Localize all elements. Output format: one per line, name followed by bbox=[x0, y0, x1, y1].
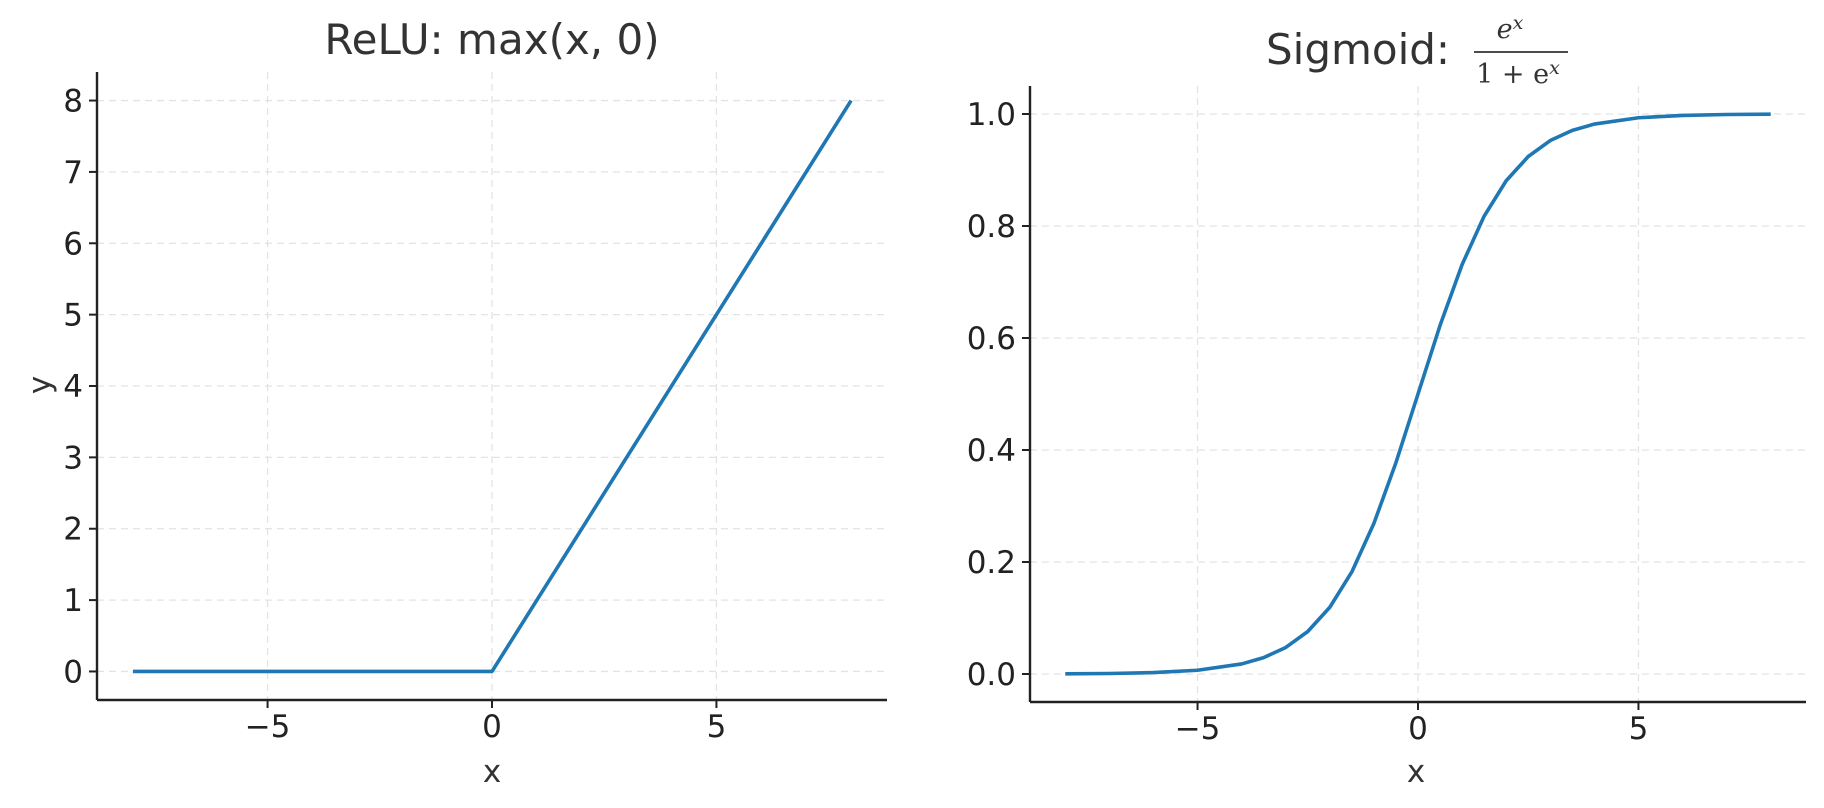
x-tick-label: 0 bbox=[482, 709, 502, 745]
y-tick-label: 5 bbox=[63, 298, 83, 334]
series-line bbox=[1065, 112, 1771, 676]
sigmoid-panel: −5 0 5 0.0 0.2 0.4 0.6 0.8 1.0 Sigmoid: ex 1 + … bbox=[967, 12, 1806, 790]
sigmoid-chart-title: Sigmoid: ex 1 + ex bbox=[1266, 12, 1568, 90]
sigmoid-x-axis-label: x bbox=[1407, 754, 1425, 790]
x-tick-label: −5 bbox=[1175, 711, 1221, 747]
sigmoid-x-ticks: −5 0 5 bbox=[1175, 702, 1649, 747]
relu-panel: −5 0 5 0 1 2 3 4 5 6 7 8 ReLU: max(x, 0) x y bbox=[22, 15, 887, 790]
sigmoid-title-formula: ex 1 + ex bbox=[1474, 12, 1568, 90]
relu-x-ticks: −5 0 5 bbox=[245, 700, 727, 745]
y-tick-label: 0.2 bbox=[967, 545, 1016, 581]
sigmoid-y-ticks: 0.0 0.2 0.4 0.6 0.8 1.0 bbox=[967, 97, 1030, 693]
relu-x-axis-label: x bbox=[483, 754, 501, 790]
x-tick-label: 5 bbox=[707, 709, 727, 745]
sigmoid-gridlines bbox=[1030, 86, 1806, 702]
y-tick-label: 0 bbox=[63, 654, 83, 690]
relu-y-axis-label: y bbox=[22, 376, 58, 394]
y-tick-label: 1 bbox=[63, 583, 83, 619]
y-tick-label: 0.4 bbox=[967, 433, 1016, 469]
formula-denominator: 1 + ex bbox=[1476, 57, 1560, 90]
x-tick-label: 5 bbox=[1629, 711, 1649, 747]
formula-numerator: ex bbox=[1497, 12, 1524, 45]
y-tick-label: 0.0 bbox=[967, 657, 1016, 693]
y-tick-label: 0.8 bbox=[967, 209, 1016, 245]
relu-gridlines bbox=[97, 72, 887, 700]
y-tick-label: 4 bbox=[63, 369, 83, 405]
relu-chart-title: ReLU: max(x, 0) bbox=[324, 15, 659, 64]
y-tick-label: 8 bbox=[63, 84, 83, 120]
relu-y-ticks: 0 1 2 3 4 5 6 7 8 bbox=[63, 84, 97, 690]
x-tick-label: 0 bbox=[1408, 711, 1428, 747]
series-line bbox=[132, 99, 853, 674]
sigmoid-title-prefix: Sigmoid: bbox=[1266, 25, 1450, 74]
x-tick-label: −5 bbox=[245, 709, 291, 745]
y-tick-label: 0.6 bbox=[967, 321, 1016, 357]
sigmoid-series bbox=[1065, 112, 1771, 676]
relu-series bbox=[132, 99, 853, 674]
y-tick-label: 2 bbox=[63, 512, 83, 548]
y-tick-label: 6 bbox=[63, 226, 83, 262]
y-tick-label: 7 bbox=[63, 155, 83, 191]
y-tick-label: 3 bbox=[63, 440, 83, 476]
y-tick-label: 1.0 bbox=[967, 97, 1016, 133]
